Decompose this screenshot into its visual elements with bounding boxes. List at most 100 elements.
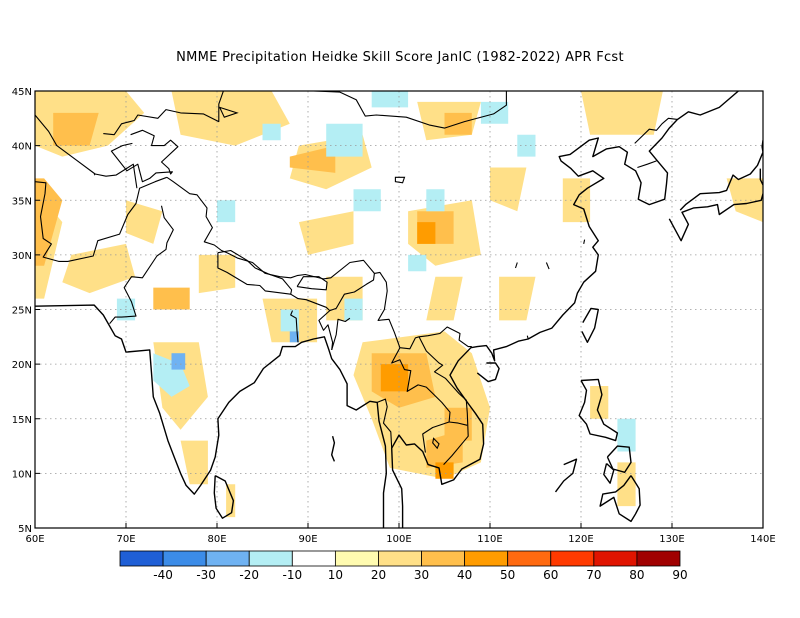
lat-tick-label-2: 15N (12, 415, 32, 426)
border-16 (449, 421, 468, 426)
border-8 (296, 276, 328, 291)
coastline-10 (554, 458, 578, 493)
skill-region-34 (417, 222, 436, 244)
skill-region-32 (153, 287, 190, 310)
skill-region-1 (171, 91, 290, 146)
skill-region-38 (262, 123, 281, 141)
lat-tick-label-1: 10N (12, 469, 32, 480)
border-19 (637, 160, 657, 169)
colorbar-swatch-5 (334, 550, 379, 567)
colorbar-swatch-3 (248, 550, 293, 567)
colorbar: -40 -30 -20 -10 10 20 30 40 50 60 70 80 90 (119, 550, 688, 582)
skill-region-7 (298, 211, 354, 255)
border-11 (329, 273, 375, 312)
coastline-7 (578, 378, 619, 442)
coastline-4 (668, 193, 763, 242)
border-2 (94, 163, 138, 189)
border-15 (418, 336, 469, 465)
skill-region-6 (198, 254, 236, 294)
skill-region-49 (408, 254, 427, 272)
skill-region-33 (380, 364, 409, 392)
coastline-0 (35, 304, 387, 528)
skill-region-51 (289, 331, 299, 343)
lat-tick-label-4: 25N (12, 306, 32, 317)
border-13 (391, 347, 451, 453)
lat-tick-label-7: 40N (12, 142, 32, 153)
skill-region-20 (226, 484, 236, 518)
skill-region-26 (289, 145, 336, 173)
colorbar-swatch-9 (507, 550, 552, 567)
skill-region-31 (444, 407, 472, 441)
skill-region-25 (53, 112, 99, 146)
lon-tick-label-4: 100E (386, 534, 411, 545)
border-7 (217, 249, 293, 295)
lon-tick-label-5: 110E (477, 534, 502, 545)
coastline-11 (603, 462, 615, 484)
colorbar-label-0: -40 (153, 568, 173, 582)
colorbar-label-10: 70 (586, 568, 601, 582)
lat-tick-label-3: 20N (12, 360, 32, 371)
border-10 (290, 310, 299, 343)
skill-region-5 (126, 200, 163, 244)
colorbar-label-3: -10 (283, 568, 303, 582)
lake-0 (218, 106, 239, 118)
map-title: NMME Precipitation Heidke Skill Score Ja… (176, 50, 624, 65)
lat-tick-label-8: 45N (12, 87, 32, 98)
skill-region-37 (326, 123, 363, 157)
lon-tick-label-7: 130E (659, 534, 684, 545)
skill-region-47 (617, 418, 636, 452)
colorbar-label-12: 90 (672, 568, 687, 582)
border-9 (290, 293, 334, 350)
skill-region-39 (353, 189, 381, 212)
colorbar-swatch-7 (421, 550, 466, 567)
border-3 (103, 91, 224, 136)
colorbar-label-7: 40 (457, 568, 472, 582)
coastline-3 (581, 307, 599, 343)
colorbar-swatch-11 (593, 550, 638, 567)
border-17 (312, 91, 507, 129)
skill-region-44 (344, 298, 363, 321)
lon-tick-label-2: 80E (207, 534, 226, 545)
border-18 (634, 117, 678, 144)
skill-region-50 (171, 353, 186, 370)
colorbar-swatch-2 (205, 550, 250, 567)
longitude-axis: 60E 70E 80E 90E 100E 110E 120E 130E 140E (25, 523, 776, 545)
skill-shading (35, 91, 763, 518)
colorbar-swatch-4 (291, 550, 336, 567)
skill-region-4 (62, 243, 136, 294)
colorbar-label-8: 50 (500, 568, 515, 582)
border-4 (110, 129, 179, 183)
lat-tick-label-6: 35N (12, 196, 32, 207)
lake-3 (514, 262, 518, 269)
colorbar-swatch-8 (464, 550, 509, 567)
border-20 (526, 335, 529, 340)
border-12 (331, 317, 351, 351)
skill-region-43 (280, 309, 299, 332)
lake-5 (583, 239, 586, 245)
lake-2 (545, 262, 550, 270)
colorbar-swatch-0 (119, 550, 164, 567)
colorbar-label-5: 20 (371, 568, 386, 582)
colorbar-swatch-12 (636, 550, 681, 567)
colorbar-label-11: 80 (629, 568, 644, 582)
border-5 (166, 176, 472, 350)
country-borders (35, 91, 678, 465)
skill-region-35 (435, 462, 454, 479)
lon-tick-label-0: 60E (25, 534, 44, 545)
lon-tick-label-3: 90E (298, 534, 317, 545)
coastline-1 (391, 91, 739, 528)
skill-region-48 (217, 200, 236, 223)
colorbar-swatch-10 (550, 550, 595, 567)
colorbar-label-4: 10 (328, 568, 343, 582)
border-14 (376, 398, 393, 449)
lon-tick-label-8: 140E (750, 534, 775, 545)
colorbar-label-1: -30 (196, 568, 216, 582)
skill-region-11 (490, 167, 527, 212)
lat-tick-label-5: 30N (12, 251, 32, 262)
skill-region-23 (726, 178, 763, 223)
latitude-axis: 5N 10N 15N 20N 25N 30N 35N 40N 45N (12, 87, 40, 535)
colorbar-swatch-6 (378, 550, 422, 567)
border-1 (35, 176, 168, 262)
lake-4 (432, 437, 440, 450)
